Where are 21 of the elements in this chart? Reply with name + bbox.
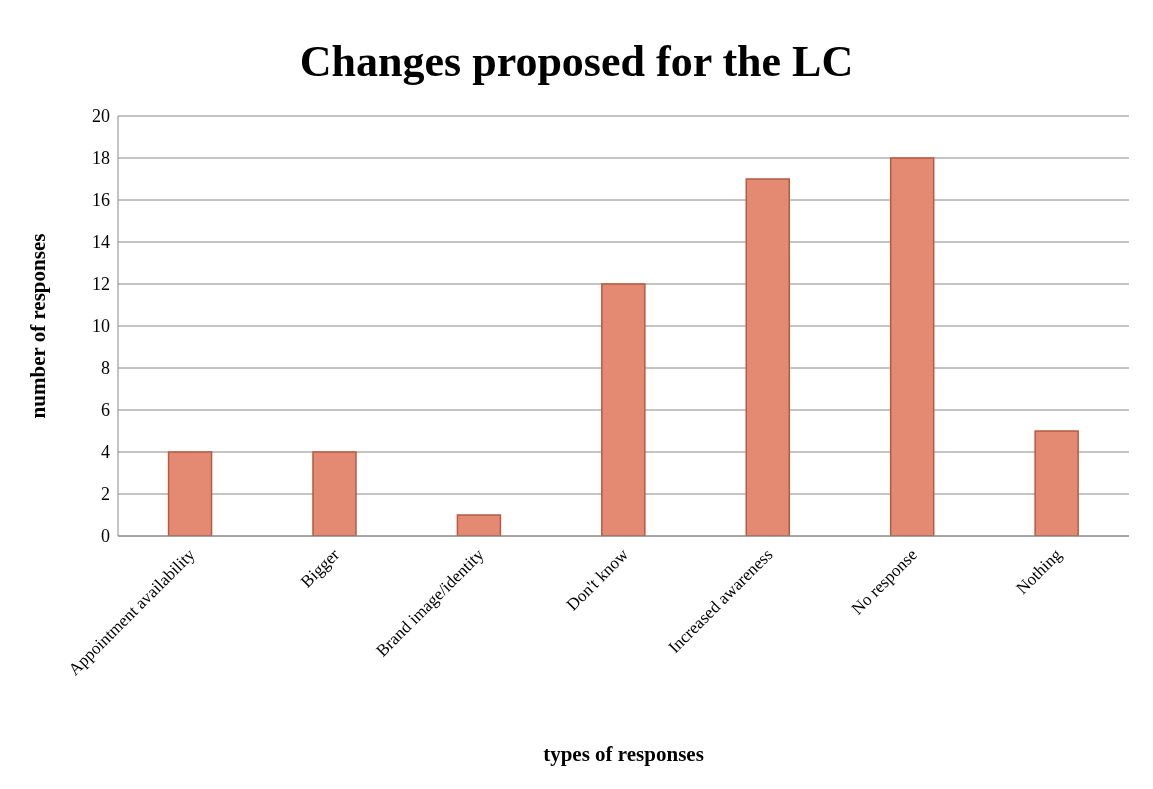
bar [1034, 430, 1079, 536]
chart-title: Changes proposed for the LC [298, 36, 855, 88]
y-tick-label: 4 [101, 442, 110, 463]
bar [601, 283, 646, 536]
y-tick-label: 2 [101, 484, 110, 505]
bar [889, 157, 935, 536]
y-tick-label: 8 [101, 358, 110, 379]
bar [167, 451, 213, 536]
y-tick-label: 18 [92, 148, 110, 169]
y-axis-title: number of responses [26, 233, 51, 419]
y-tick-label: 10 [92, 316, 110, 337]
y-tick-label: 6 [101, 400, 110, 421]
y-tick-label: 12 [92, 274, 110, 295]
y-tick-label: 16 [92, 190, 110, 211]
x-axis-title: types of responses [543, 742, 704, 766]
bar [745, 178, 791, 536]
y-tick-label: 14 [92, 232, 110, 253]
y-tick-label: 0 [101, 526, 110, 547]
bar [456, 514, 502, 536]
y-tick-label: 20 [92, 106, 110, 127]
bar [312, 451, 357, 536]
